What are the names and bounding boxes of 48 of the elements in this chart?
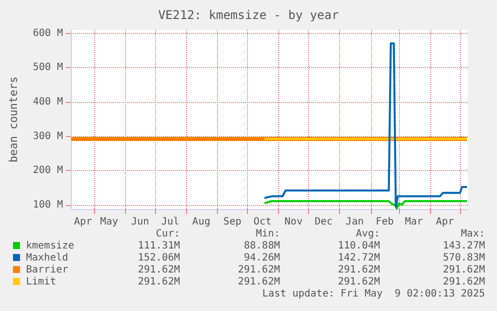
- text: 570.83M: [442, 252, 485, 264]
- text: Avg:: [356, 228, 380, 240]
- x-tick-label: Apr: [436, 216, 454, 228]
- x-tick-label: Feb: [376, 216, 394, 228]
- text: Last update: Fri May 9 02:00:13 2025: [262, 288, 485, 300]
- x-tick-label: Apr: [74, 216, 92, 228]
- text: 291.62M: [338, 276, 380, 288]
- y-tick-label: 400 M: [32, 96, 63, 108]
- x-tick-label: Mar: [404, 216, 423, 228]
- x-tick-label: Oct: [253, 216, 272, 228]
- x-tick-label: Jun: [131, 216, 150, 228]
- x-tick-label: Jul: [161, 216, 180, 228]
- text: 152.06M: [138, 252, 180, 264]
- text: 142.72M: [338, 252, 380, 264]
- x-tick-label: Jan: [346, 216, 364, 228]
- legend-label: kmemsize: [26, 240, 74, 252]
- y-tick-label: 100 M: [32, 199, 63, 210]
- legend-label: Limit: [26, 276, 56, 288]
- chart-title: VE212: kmemsize - by year: [158, 8, 339, 22]
- line-series: [263, 42, 468, 208]
- text: 291.62M: [238, 276, 280, 288]
- text: 110.04M: [338, 240, 380, 252]
- text: 291.62M: [138, 264, 180, 276]
- text: 111.31M: [138, 240, 180, 252]
- text: 291.62M: [442, 264, 485, 276]
- x-tick-label: Aug: [192, 216, 210, 228]
- text: 143.27M: [442, 240, 485, 252]
- text: 291.62M: [338, 264, 380, 276]
- text: 291.62M: [238, 264, 280, 276]
- x-tick-label: Sep: [223, 216, 242, 228]
- x-tick-label: Nov: [284, 216, 303, 228]
- text: 94.26M: [244, 252, 280, 264]
- text: 88.88M: [244, 240, 280, 252]
- x-tick-label: May: [100, 216, 118, 228]
- x-tick-label: Dec: [314, 216, 333, 228]
- text: Min:: [256, 228, 280, 240]
- y-tick-label: 200 M: [32, 165, 63, 176]
- y-tick-label: 500 M: [32, 62, 63, 74]
- line-series: [263, 200, 468, 210]
- legend-label: Barrier: [26, 264, 68, 276]
- y-tick-label: 600 M: [32, 28, 63, 39]
- y-tick-label: 300 M: [32, 130, 63, 142]
- legend-label: Maxheld: [26, 252, 68, 264]
- text: 291.62M: [442, 276, 485, 288]
- text: Cur:: [156, 228, 180, 240]
- text: Max:: [460, 228, 485, 240]
- text: 291.62M: [138, 276, 180, 288]
- y-axis-title: bean counters: [7, 76, 20, 163]
